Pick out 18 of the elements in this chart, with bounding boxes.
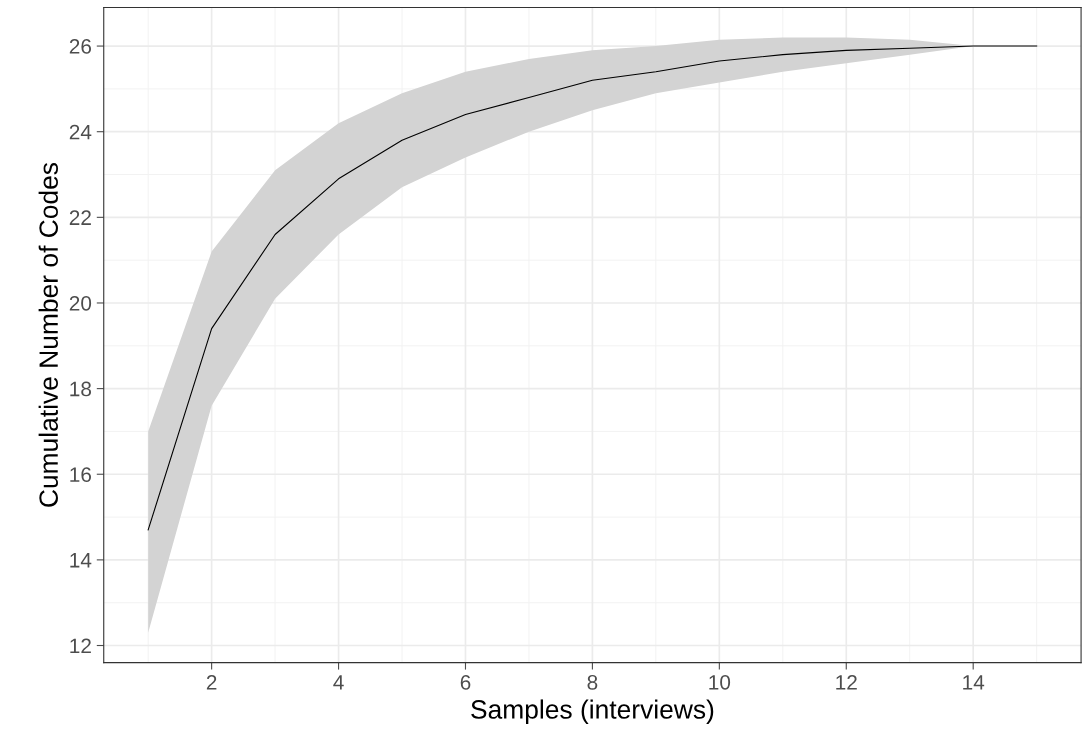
- y-axis-title: Cumulative Number of Codes: [38, 162, 58, 507]
- x-tick-label: 10: [709, 675, 731, 690]
- x-tick-label: 8: [587, 675, 598, 690]
- y-tick-label: 18: [70, 381, 92, 397]
- x-axis-title: Samples (interviews): [471, 699, 714, 725]
- x-tick-label: 2: [206, 675, 217, 690]
- x-tick-label: 14: [963, 675, 985, 690]
- y-tick-label: 12: [70, 638, 91, 654]
- y-tick-label: 22: [69, 210, 91, 225]
- x-tick-label: 4: [333, 675, 344, 690]
- line-series: [147, 45, 1038, 531]
- y-tick-label: 26: [69, 39, 92, 54]
- x-tick-label: 12: [836, 675, 857, 690]
- y-tick-label: 20: [69, 295, 92, 311]
- y-tick-label: 14: [70, 553, 92, 568]
- y-tick-label: 16: [70, 467, 92, 482]
- y-tick-label: 24: [69, 124, 92, 140]
- x-tick-label: 6: [460, 675, 471, 690]
